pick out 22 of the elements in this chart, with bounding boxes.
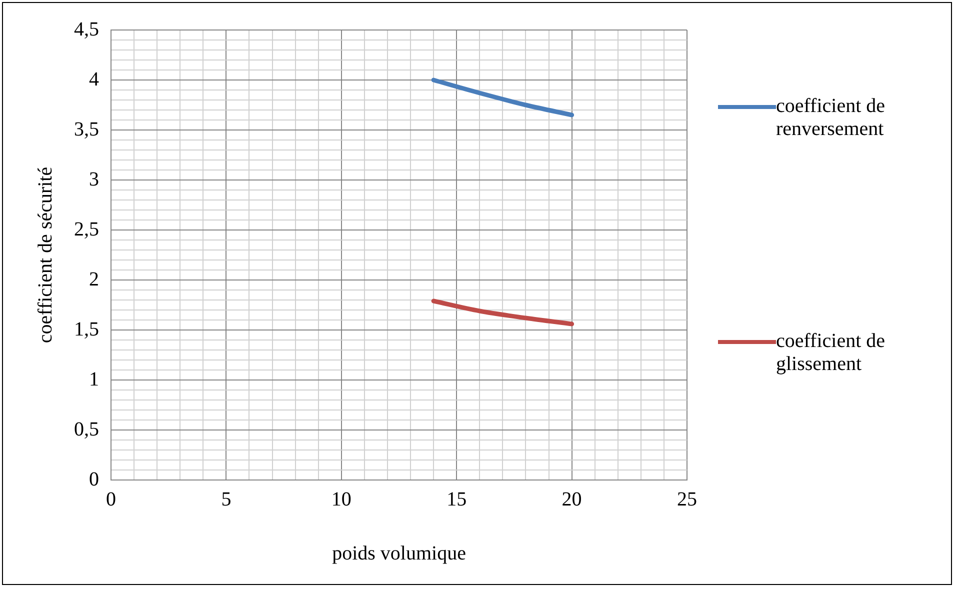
y-tick-label: 1,5 <box>74 318 99 340</box>
line-series <box>431 298 574 326</box>
y-tick-label: 0 <box>89 468 99 490</box>
x-tick-label: 5 <box>221 488 232 510</box>
y-tick-label: 2,5 <box>74 218 99 240</box>
y-axis-title: coefficient de sécurité <box>34 166 56 344</box>
line-series <box>431 78 574 118</box>
x-tick-label: 10 <box>331 488 352 510</box>
x-tick-label: 25 <box>677 488 697 510</box>
y-tick-label: 2 <box>89 268 99 290</box>
y-tick-label: 3,5 <box>74 118 99 140</box>
y-tick-label: 4 <box>89 68 99 90</box>
y-tick-label: 4,5 <box>74 18 99 40</box>
y-tick-label: 0,5 <box>74 418 99 440</box>
y-tick-label: 1 <box>89 368 99 390</box>
x-axis-title: poids volumique <box>332 542 466 564</box>
y-tick-label: 3 <box>89 168 99 190</box>
x-tick-label: 15 <box>446 488 467 510</box>
legend-label: coefficient de glissement <box>776 330 886 376</box>
x-tick-label: 0 <box>106 488 116 510</box>
x-tick-label: 20 <box>562 488 582 510</box>
legend-label: coefficient de renversement <box>776 94 886 140</box>
